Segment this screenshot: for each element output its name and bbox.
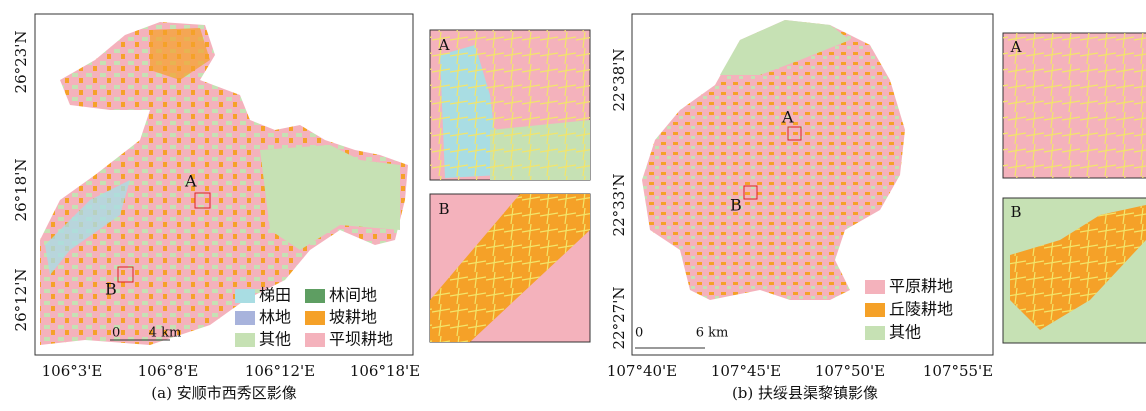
site-marker: B	[730, 196, 742, 215]
figure: 26°23'N 26°18'N 26°12'N 106°3'E 106°8'E 106°1…	[0, 0, 1146, 411]
inset-net	[1003, 33, 1146, 178]
legend-swatch	[235, 311, 255, 325]
site-marker: B	[105, 280, 117, 299]
site-marker: A	[184, 172, 197, 191]
legend-swatch	[865, 303, 885, 317]
lon-label: 107°55'E	[923, 362, 993, 380]
lat-label: 26°18'N	[12, 159, 30, 222]
legend-label: 平原耕地	[889, 277, 953, 296]
lat-label: 22°33'N	[610, 174, 628, 237]
lon-label: 106°8'E	[138, 362, 199, 380]
lon-label: 107°50'E	[815, 362, 885, 380]
inset-label: A	[1010, 38, 1022, 56]
legend-label: 梯田	[259, 286, 291, 305]
lat-label: 26°12'N	[12, 269, 30, 332]
caption: (a) 安顺市西秀区影像	[151, 384, 296, 402]
legend-label: 坡耕地	[329, 308, 377, 327]
lat-label: 22°27'N	[610, 287, 628, 350]
lon-label: 106°3'E	[42, 362, 103, 380]
legend-label: 林地	[259, 308, 291, 327]
inset-label: B	[438, 200, 449, 218]
legend-swatch	[235, 333, 255, 347]
lat-label: 22°38'N	[610, 49, 628, 112]
legend-swatch	[305, 311, 325, 325]
inset-label: A	[438, 36, 450, 54]
site-marker: A	[781, 108, 794, 127]
inset-label: B	[1010, 203, 1021, 221]
legend-swatch	[305, 333, 325, 347]
scale-label: 4 km	[149, 326, 182, 341]
legend-swatch	[865, 280, 885, 294]
lon-label: 106°18'E	[350, 362, 420, 380]
legend-swatch	[865, 326, 885, 340]
lon-label: 106°12'E	[245, 362, 315, 380]
lon-label: 107°45'E	[711, 362, 781, 380]
legend-swatch	[305, 289, 325, 303]
legend-label: 丘陵耕地	[889, 300, 953, 319]
map-a	[35, 14, 590, 355]
scale-label: 6 km	[696, 326, 729, 341]
inset-net	[430, 30, 590, 180]
legend-label: 其他	[259, 330, 291, 349]
scale-label: 0	[112, 326, 120, 341]
scale-label: 0	[635, 326, 643, 341]
legend-label: 平坝耕地	[329, 330, 393, 349]
lon-label: 107°40'E	[607, 362, 677, 380]
legend-label: 其他	[889, 323, 921, 342]
legend-swatch	[235, 289, 255, 303]
lat-label: 26°23'N	[12, 31, 30, 94]
legend-label: 林间地	[329, 286, 377, 305]
caption: (b) 扶绥县渠黎镇影像	[732, 384, 878, 402]
